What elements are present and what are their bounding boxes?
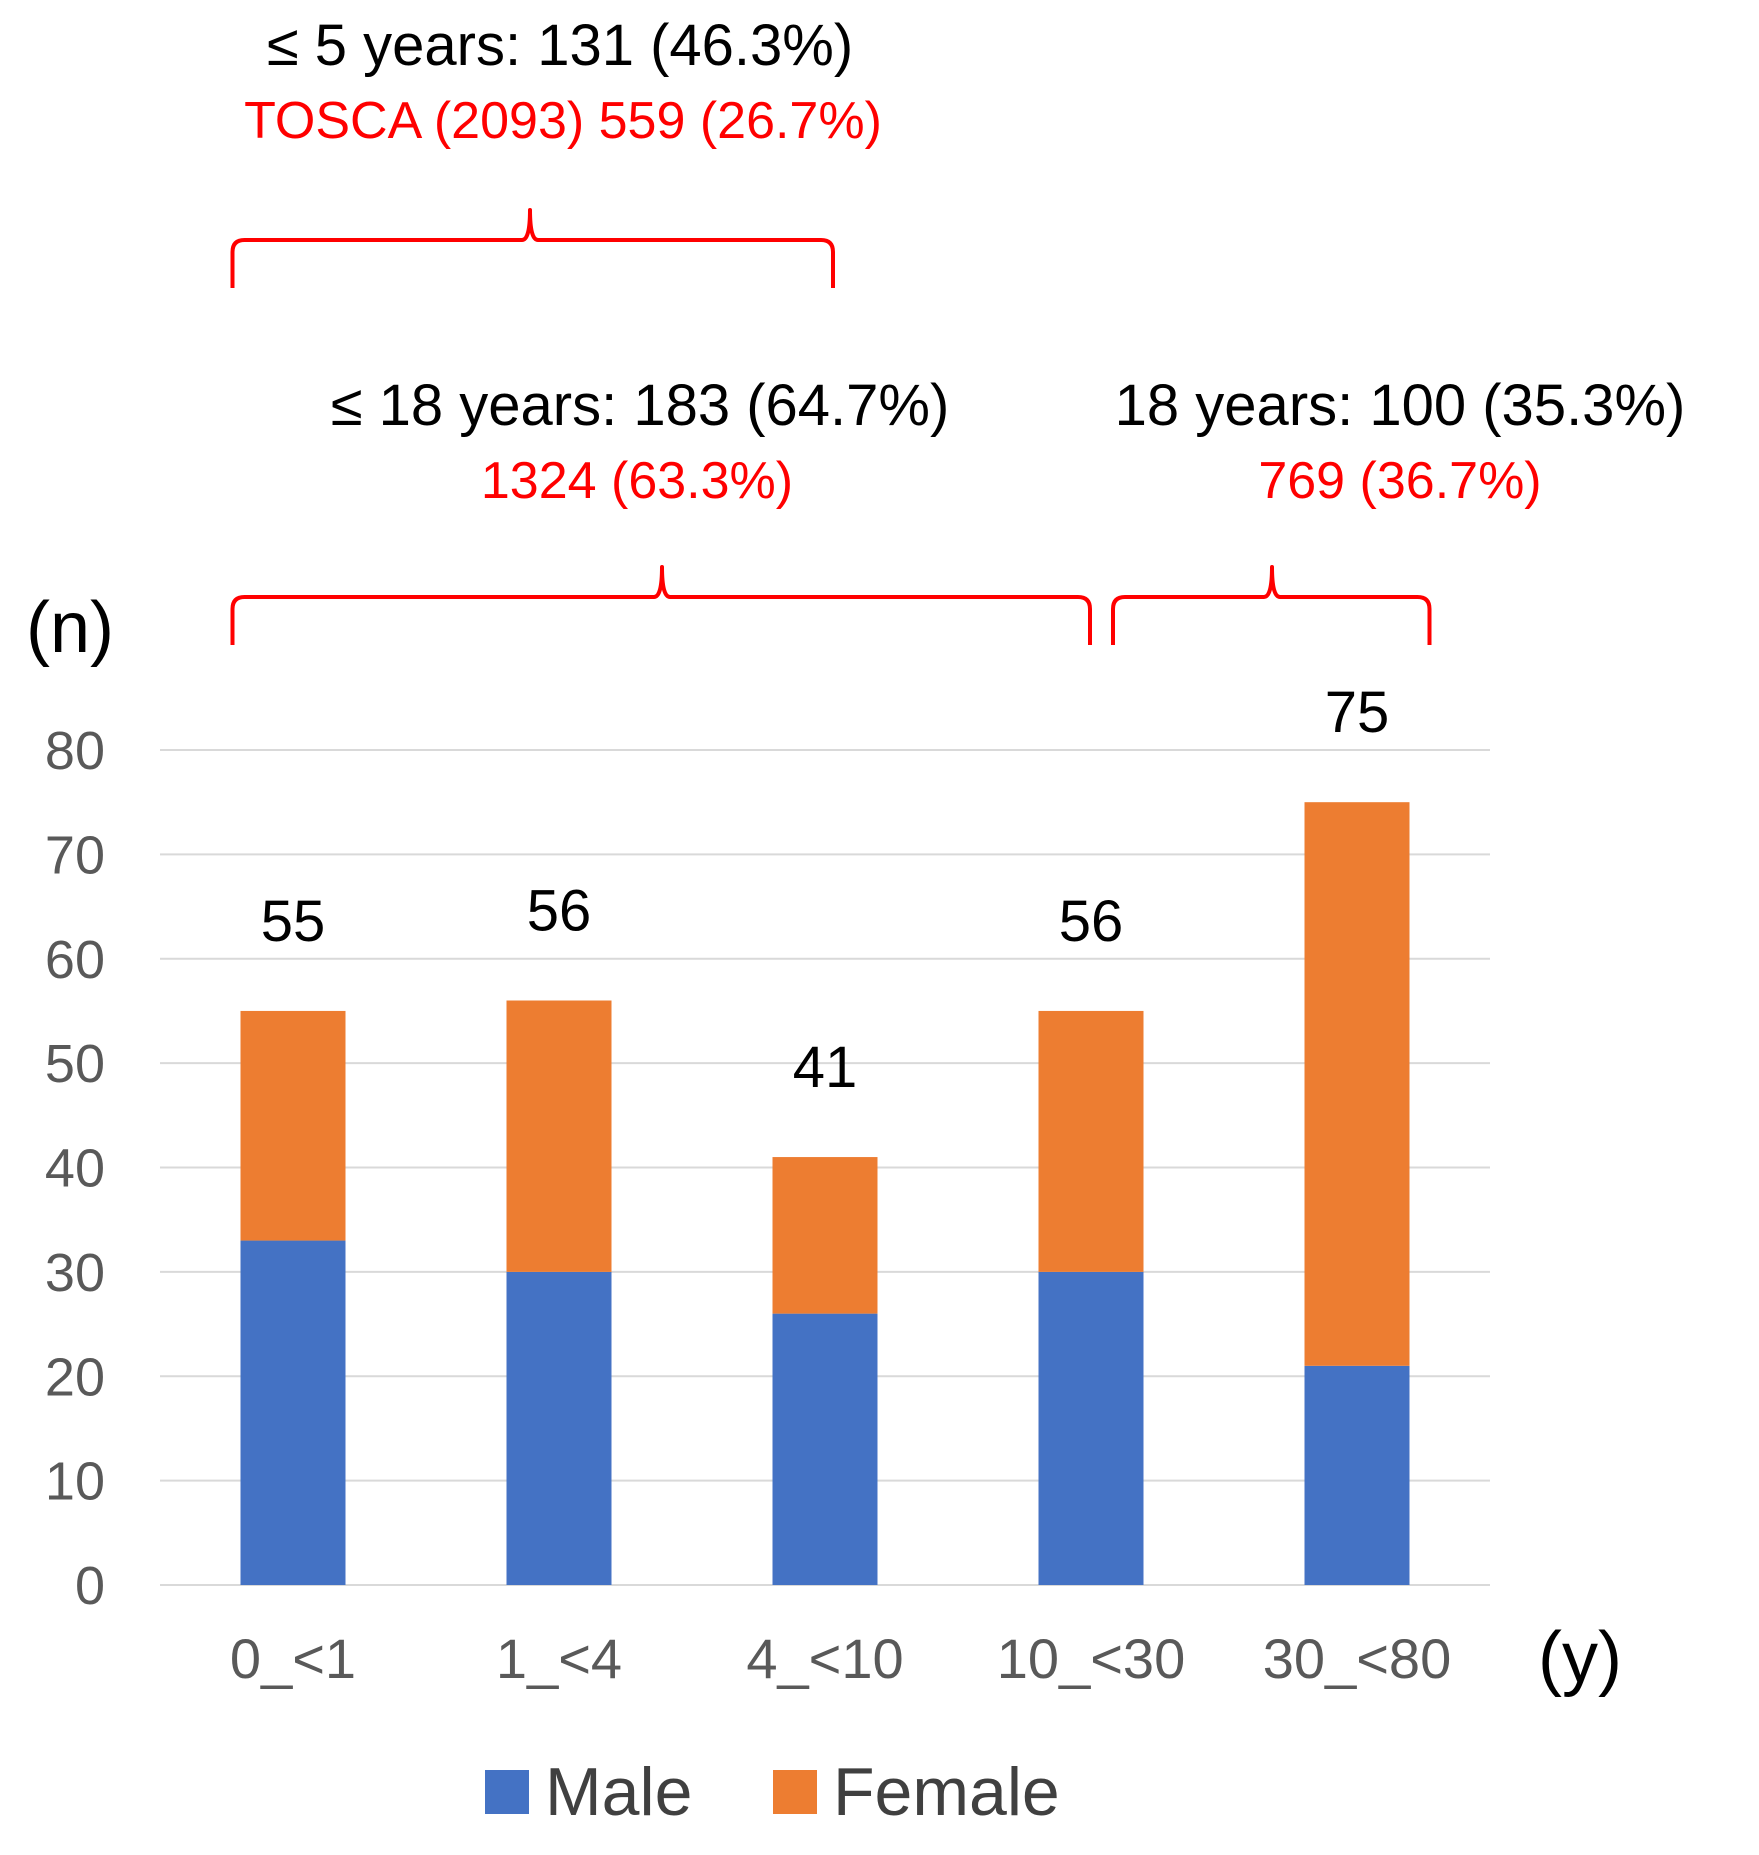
total-label-1: 56 xyxy=(527,879,592,944)
bar-male-1 xyxy=(506,1271,612,1585)
x-tick-labels: 0_<1 1_<4 4_<10 10_<30 30_<80 xyxy=(230,1627,1451,1690)
y-tick-70: 70 xyxy=(45,825,105,885)
legend-swatch-male xyxy=(485,1770,529,1814)
total-label-2: 41 xyxy=(793,1035,858,1100)
y-tick-10: 10 xyxy=(45,1452,105,1512)
legend-swatch-female xyxy=(773,1770,817,1814)
x-tick-3: 10_<30 xyxy=(997,1627,1185,1690)
y-tick-0: 0 xyxy=(75,1556,105,1616)
bar-female-0 xyxy=(240,1010,346,1241)
x-tick-1: 1_<4 xyxy=(496,1627,622,1690)
bar-female-4 xyxy=(1304,802,1410,1366)
bar-male-3 xyxy=(1038,1271,1144,1585)
total-label-3: 56 xyxy=(1059,889,1124,954)
annotation-over18-label: 18 years: 100 (35.3%) xyxy=(1115,373,1686,438)
brace-over18 xyxy=(1111,565,1432,645)
y-tick-labels: 0 10 20 30 40 50 60 70 80 xyxy=(45,721,105,1616)
brace-under5 xyxy=(230,208,835,288)
annotation-under18-tosca: 1324 (63.3%) xyxy=(481,452,793,510)
legend-label-female: Female xyxy=(833,1754,1060,1830)
y-tick-50: 50 xyxy=(45,1034,105,1094)
bar-male-2 xyxy=(772,1313,878,1585)
x-tick-0: 0_<1 xyxy=(230,1627,356,1690)
total-labels: 55 56 41 56 75 xyxy=(261,680,1390,1100)
legend-label-male: Male xyxy=(545,1754,692,1830)
y-tick-40: 40 xyxy=(45,1139,105,1199)
bar-female-1 xyxy=(506,1000,612,1272)
total-label-4: 75 xyxy=(1325,680,1390,745)
annotation-over18-tosca: 769 (36.7%) xyxy=(1258,452,1541,510)
y-tick-30: 30 xyxy=(45,1243,105,1303)
x-tick-2: 4_<10 xyxy=(746,1627,903,1690)
y-axis-label: (n) xyxy=(26,588,114,668)
y-tick-80: 80 xyxy=(45,721,105,781)
bars xyxy=(240,802,1410,1585)
legend: Male Female xyxy=(485,1754,1060,1830)
bar-male-0 xyxy=(240,1240,346,1585)
bar-female-3 xyxy=(1038,1010,1144,1272)
annotation-under18-label: ≤ 18 years: 183 (64.7%) xyxy=(331,373,950,438)
annotation-under5-tosca: TOSCA (2093) 559 (26.7%) xyxy=(244,92,882,150)
bar-male-4 xyxy=(1304,1365,1410,1585)
x-axis-label: (y) xyxy=(1538,1618,1622,1698)
y-tick-20: 20 xyxy=(45,1347,105,1407)
bar-female-2 xyxy=(772,1157,878,1314)
brace-under18 xyxy=(230,565,1092,645)
annotation-under5-label: ≤ 5 years: 131 (46.3%) xyxy=(267,13,853,78)
y-tick-60: 60 xyxy=(45,930,105,990)
x-tick-4: 30_<80 xyxy=(1263,1627,1451,1690)
total-label-0: 55 xyxy=(261,889,326,954)
